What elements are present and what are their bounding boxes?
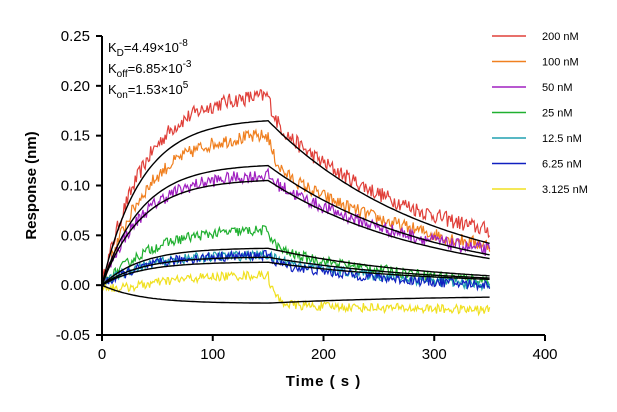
legend-label: 6.25 nM [542, 159, 582, 171]
axes-layer: 0 100 200 300 400 -0.05 0.00 0.05 0.10 0.15 0.20 0.… [23, 28, 558, 390]
legend-label: 200 nM [542, 31, 579, 43]
fit-curve-6-25-nm [101, 261, 490, 286]
legend: 200 nM 100 nM 50 nM 25 nM 12.5 nM 6.25 nM 3.12… [492, 31, 588, 196]
legend-label: 50 nM [542, 82, 573, 94]
fit-curve-100-nm [101, 164, 490, 286]
x-tick-label: 100 [200, 346, 225, 363]
series-layer [101, 89, 491, 317]
x-tick-label: 400 [532, 346, 557, 363]
legend-label: 100 nM [542, 57, 579, 69]
series-line-3-125-nm [101, 269, 491, 317]
annotation-kon-sub: on [117, 90, 128, 101]
y-tick-label: 0.00 [61, 277, 90, 294]
x-axis-title: Time ( s ) [286, 373, 362, 390]
series-line-50-nm [101, 167, 491, 288]
y-tick-label: 0.05 [61, 227, 90, 244]
legend-label: 25 nM [542, 108, 573, 120]
annotation-koff-value: =6.85×10 [128, 61, 183, 76]
x-tick-label: 300 [422, 346, 447, 363]
annotation-kd-sub: D [117, 48, 124, 59]
y-tick-label: 0.25 [61, 28, 90, 45]
annotation-kd-value: =4.49×10 [124, 40, 179, 55]
y-tick-label: 0.10 [61, 178, 90, 195]
fit-curve-3-125-nm [101, 284, 490, 304]
fit-curve-50-nm [101, 179, 490, 286]
annotation-kd-sup: -8 [179, 38, 188, 49]
fit-curve-12-5-nm [101, 256, 490, 286]
series-line-6-25-nm [101, 249, 491, 292]
annotation-kon-value: =1.53×10 [128, 82, 183, 97]
annotation-koff: Koff=6.85×10-3 [108, 59, 192, 80]
y-tick-label: -0.05 [56, 327, 90, 344]
annotation-kon-sup: 5 [183, 80, 189, 91]
fit-curve-25-nm [101, 247, 490, 286]
series-line-200-nm [101, 89, 491, 292]
annotation-kd: KD=4.49×10-8 [108, 38, 188, 59]
annotation-koff-base: K [108, 61, 117, 76]
legend-label: 12.5 nM [542, 133, 582, 145]
y-axis-title: Response (nm) [23, 131, 40, 239]
annotation-kon: Kon=1.53×105 [108, 80, 189, 101]
x-tick-label: 200 [311, 346, 336, 363]
fit-curve-200-nm [101, 119, 490, 286]
annotation-koff-sub: off [117, 69, 128, 80]
legend-label: 3.125 nM [542, 184, 588, 196]
annotation-kd-base: K [108, 40, 117, 55]
y-tick-label: 0.15 [61, 128, 90, 145]
fit-curves-layer [101, 119, 490, 304]
y-tick-label: 0.20 [61, 78, 90, 95]
annotation-kon-base: K [108, 82, 117, 97]
x-tick-label: 0 [98, 346, 106, 363]
annotation-koff-sup: -3 [183, 59, 192, 70]
